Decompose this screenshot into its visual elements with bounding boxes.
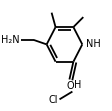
Text: NH: NH [86,39,101,49]
Text: Cl: Cl [48,95,58,105]
Text: H₂N: H₂N [1,35,19,45]
Text: O: O [66,81,74,91]
Text: H: H [74,80,81,90]
